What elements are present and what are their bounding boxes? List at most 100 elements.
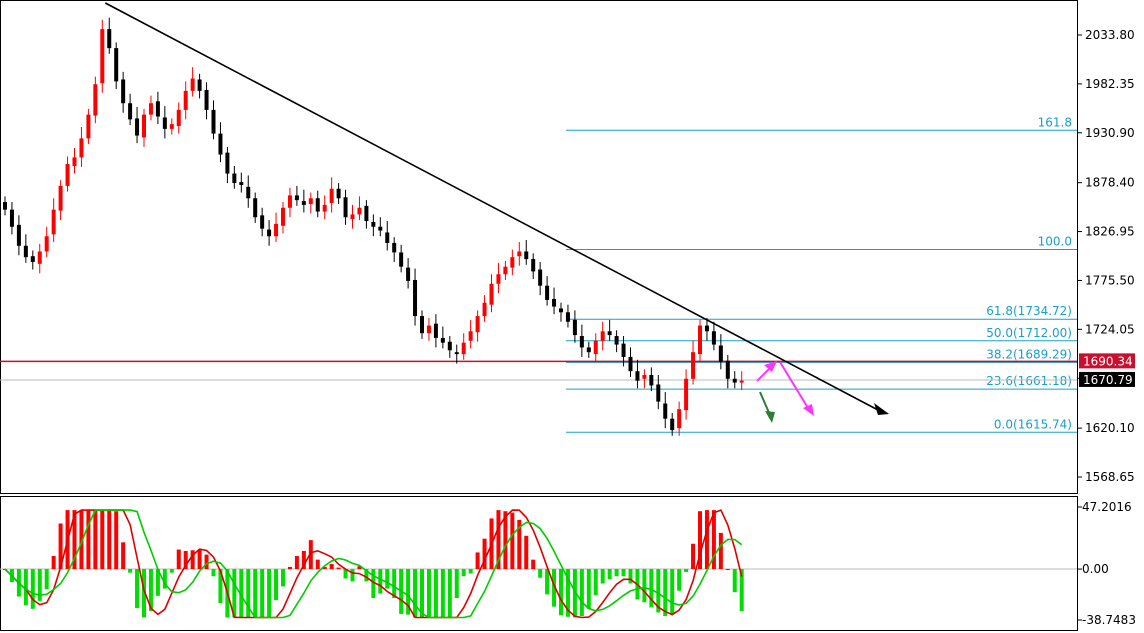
macd-histogram-bar — [392, 569, 397, 598]
macd-histogram-bar — [72, 510, 77, 570]
macd-histogram-bar — [37, 569, 42, 601]
candle-body — [503, 266, 508, 275]
candle-body — [315, 198, 320, 212]
macd-histogram-bar — [586, 569, 591, 609]
macd-histogram-bar — [565, 569, 570, 617]
macd-tick-label: -38.7483 — [1082, 613, 1136, 627]
macd-indicator — [0, 509, 1077, 619]
macd-histogram-bar — [204, 554, 209, 570]
macd-histogram-bar — [308, 540, 313, 570]
macd-histogram-bar — [274, 569, 279, 601]
macd-histogram-bar — [86, 510, 91, 570]
candle-body — [378, 226, 383, 231]
macd-histogram-bar — [642, 569, 647, 603]
candle-body — [274, 223, 279, 237]
candle-body — [579, 336, 584, 348]
candle-body — [552, 298, 557, 307]
macd-histogram-bar — [433, 569, 438, 618]
macd-histogram-bar — [100, 510, 105, 570]
macd-histogram-bar — [121, 542, 126, 570]
macd-histogram-bar — [322, 566, 327, 570]
candle-body — [155, 101, 160, 117]
candle-body — [572, 319, 577, 336]
macd-histogram-bar — [301, 550, 306, 570]
candle-body — [565, 312, 570, 322]
candle-body — [559, 308, 563, 313]
macd-histogram-bar — [447, 569, 452, 618]
macd-axis: 47.2016 0.00 -38.7483 — [1077, 500, 1136, 627]
macd-histogram-bar — [545, 569, 550, 595]
candle-body — [79, 138, 84, 158]
resistance-price-tag — [1079, 353, 1135, 369]
macd-histogram-bar — [155, 569, 160, 596]
candle-body — [51, 209, 56, 235]
macd-pane — [0, 496, 1078, 631]
fib-level-label: 0.0(1615.74) — [994, 417, 1072, 431]
macd-histogram-bar — [378, 569, 383, 594]
price-tick-label: 2033.80 — [1085, 28, 1135, 42]
macd-histogram-bar — [538, 569, 543, 578]
candle-body — [468, 331, 473, 341]
down-arrow-green-line — [759, 391, 771, 416]
candle-body — [385, 232, 390, 243]
candle-body — [545, 285, 550, 300]
candle-body — [232, 173, 237, 184]
candle-body — [86, 114, 91, 139]
candle-body — [426, 325, 431, 334]
fib-level-label: 100.0 — [1038, 235, 1072, 249]
candle-body — [162, 117, 167, 129]
macd-histogram-bar — [684, 569, 689, 572]
price-tick-label: 1568.65 — [1085, 470, 1135, 484]
down-arrow-pink-head — [803, 404, 814, 416]
macd-histogram-bar — [343, 569, 348, 579]
candle-body — [718, 345, 723, 362]
candle-body — [406, 267, 411, 281]
macd-signal-line — [4, 509, 743, 619]
macd-pane-frame — [0, 496, 1078, 631]
candle-body — [357, 207, 362, 215]
candle-body — [642, 374, 647, 379]
macd-histogram-bar — [718, 532, 723, 570]
candle-body — [663, 403, 668, 419]
candle-body — [413, 279, 418, 317]
candle-body — [114, 48, 119, 82]
up-arrow-head — [764, 361, 777, 372]
macd-histogram-bar — [162, 569, 167, 589]
macd-histogram-bar — [357, 566, 362, 570]
candles — [3, 17, 744, 436]
candle-body — [30, 256, 35, 262]
candle-body — [447, 341, 452, 351]
candle-body — [711, 331, 716, 345]
macd-histogram-bar — [621, 569, 626, 577]
down-arrow-pink-line — [779, 361, 809, 409]
macd-histogram-bar — [475, 552, 480, 570]
candle-body — [148, 103, 153, 115]
candle-body — [301, 201, 306, 205]
up-arrow-line — [756, 367, 771, 382]
macd-histogram-bar — [281, 569, 285, 587]
macd-histogram-bar — [482, 538, 487, 570]
fib-level-label: 50.0(1712.00) — [986, 326, 1072, 340]
candle-body — [176, 109, 181, 127]
candle-body — [135, 118, 140, 136]
macd-histogram-bar — [510, 512, 515, 570]
candle-body — [183, 90, 188, 110]
macd-tick-label: 0.00 — [1082, 562, 1109, 576]
macd-histogram-bar — [239, 569, 244, 618]
macd-histogram-bar — [336, 567, 341, 570]
macd-histogram-bar — [732, 569, 737, 593]
macd-histogram-bar — [628, 569, 633, 584]
macd-histogram-bar — [371, 569, 376, 598]
macd-histogram-bar — [211, 569, 216, 577]
candle-body — [107, 29, 112, 49]
candle-body — [58, 185, 63, 211]
resistance-price-label: 1690.34 — [1083, 354, 1133, 368]
macd-histogram-bar — [614, 569, 619, 577]
candle-body — [287, 195, 292, 208]
macd-histogram-bar — [329, 563, 334, 570]
macd-histogram-bar — [294, 556, 299, 570]
candle-body — [322, 204, 327, 212]
macd-histogram-bar — [30, 569, 35, 609]
candle-body — [433, 323, 438, 338]
